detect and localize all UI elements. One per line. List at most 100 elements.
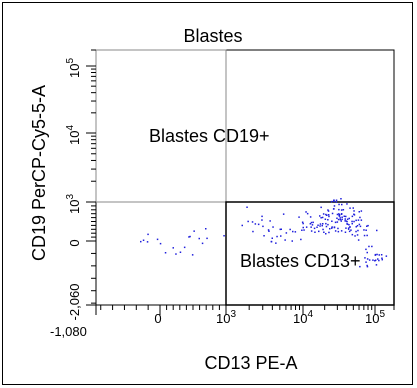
gate-1 (95, 49, 227, 203)
data-point (301, 221, 304, 223)
data-point (353, 220, 355, 223)
data-point (327, 210, 330, 212)
data-point (372, 259, 374, 261)
data-point (320, 206, 322, 209)
data-point (310, 226, 312, 228)
data-point (360, 210, 363, 212)
data-point (321, 224, 323, 227)
data-point (374, 260, 376, 262)
data-point (338, 208, 340, 211)
data-point (340, 230, 343, 232)
data-point (322, 223, 324, 225)
tick-label: 103 (216, 309, 236, 326)
data-point (366, 264, 368, 267)
data-point (378, 259, 380, 262)
data-point (368, 259, 371, 261)
data-point (322, 228, 324, 231)
data-point (374, 253, 377, 256)
data-point (322, 213, 325, 215)
data-point (263, 235, 265, 237)
data-point (280, 228, 282, 230)
data-point (351, 233, 354, 236)
data-point (375, 264, 378, 266)
data-point (318, 230, 320, 233)
data-point (336, 213, 339, 216)
data-point (339, 217, 341, 219)
data-point (360, 219, 363, 221)
data-point (327, 219, 329, 221)
data-point (331, 226, 333, 228)
data-point (346, 223, 348, 225)
y-axis: -2,060 0 103 104 105 (65, 49, 96, 320)
tick-label: 105 (365, 309, 385, 326)
data-point (261, 215, 263, 218)
data-point (247, 220, 249, 223)
data-point (205, 228, 207, 230)
data-point (355, 230, 357, 233)
data-point (333, 205, 336, 207)
data-point (223, 235, 225, 237)
data-points (140, 198, 388, 268)
data-point (140, 240, 142, 243)
data-point (333, 199, 335, 201)
data-point (354, 235, 356, 237)
data-point (357, 239, 360, 241)
data-point (376, 253, 378, 256)
data-point (365, 261, 367, 263)
data-point (317, 224, 319, 226)
data-point (381, 257, 383, 259)
data-point (254, 223, 257, 225)
data-point (312, 221, 314, 224)
data-point (347, 228, 350, 230)
x-axis: -1,080 0 103 104 105 (50, 305, 395, 339)
data-point (313, 227, 316, 230)
data-point (198, 237, 200, 240)
tick-label: 104 (293, 309, 313, 326)
data-point (282, 213, 285, 215)
data-point (348, 217, 350, 220)
data-point (350, 229, 352, 231)
data-point (345, 220, 348, 222)
tick-label: -1,080 (50, 324, 87, 339)
data-point (353, 214, 356, 216)
data-point (302, 226, 304, 229)
data-point (376, 229, 378, 232)
data-point (358, 223, 361, 226)
data-point (276, 235, 278, 238)
data-point (251, 221, 254, 223)
data-point (179, 251, 182, 253)
data-point (385, 255, 388, 257)
data-point (331, 227, 333, 229)
data-point (356, 225, 359, 227)
data-point (352, 207, 354, 209)
data-point (246, 206, 248, 208)
data-point (335, 199, 338, 201)
data-point (365, 248, 367, 251)
data-point (367, 224, 369, 227)
plot-frame: Blastes Blastes CD19+ Blastes CD13+ -1,08… (2, 2, 413, 385)
scatter-plot: Blastes Blastes CD19+ Blastes CD13+ -1,08… (29, 26, 395, 373)
data-point (343, 215, 345, 217)
data-point (341, 203, 343, 206)
data-point (325, 222, 327, 225)
data-point (340, 209, 343, 211)
gate-label: Blastes CD19+ (149, 126, 270, 146)
data-point (364, 257, 366, 259)
data-point (357, 219, 360, 221)
data-point (340, 213, 343, 215)
data-point (164, 252, 167, 254)
data-point (310, 221, 313, 224)
data-point (292, 230, 294, 233)
data-point (359, 265, 361, 268)
data-point (311, 224, 314, 226)
data-point (348, 230, 351, 233)
data-point (351, 220, 353, 223)
data-point (285, 232, 288, 234)
data-point (339, 218, 342, 221)
data-point (331, 220, 333, 222)
data-point (338, 213, 340, 215)
data-point (377, 258, 379, 260)
gate-2 (225, 201, 395, 306)
data-point (342, 209, 345, 211)
data-point (363, 234, 366, 237)
